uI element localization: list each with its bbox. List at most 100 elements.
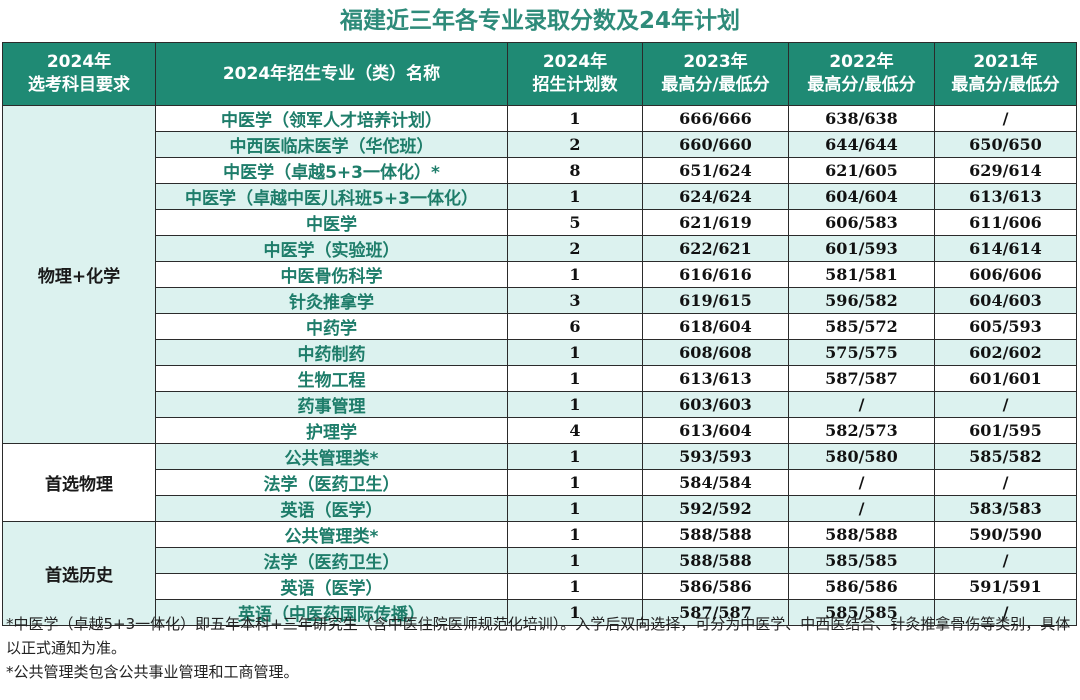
subject-group-cell: 首选物理 (2, 443, 156, 522)
plan-count-cell: 4 (507, 417, 643, 444)
score-2022-cell: 588/588 (788, 521, 935, 548)
table-row: 药事管理 1 603/603// (3, 391, 1077, 418)
score-2021-cell: 611/606 (934, 209, 1077, 236)
footnotes: *中医学（卓越5+3一体化）即五年本科+三年研究生（含中医住院医师规范化培训）。… (6, 612, 1074, 684)
score-2023-cell: 588/588 (642, 521, 789, 548)
score-2023-cell: 613/604 (642, 417, 789, 444)
plan-count-cell: 6 (507, 313, 643, 340)
score-2023-cell: 584/584 (642, 469, 789, 496)
footnote: *中医学（卓越5+3一体化）即五年本科+三年研究生（含中医住院医师规范化培训）。… (6, 615, 1071, 657)
major-name-cell: 中医骨伤科学 (155, 261, 508, 288)
score-2022-cell: 585/585 (788, 547, 935, 574)
header-score-2022: 2022年 最高分/最低分 (788, 42, 935, 106)
score-2023-cell: 588/588 (642, 547, 789, 574)
score-2022-cell: 644/644 (788, 131, 935, 158)
header-subject-requirement: 2024年 选考科目要求 (2, 42, 156, 106)
plan-count-cell: 1 (507, 105, 643, 132)
major-name-cell: 中医学 (155, 209, 508, 236)
score-2022-cell: 606/583 (788, 209, 935, 236)
major-name-cell: 法学（医药卫生） (155, 469, 508, 496)
table-row: 法学（医药卫生） 1 584/584// (3, 469, 1077, 496)
score-2023-cell: 608/608 (642, 339, 789, 366)
plan-count-cell: 1 (507, 521, 643, 548)
header-score-2021: 2021年 最高分/最低分 (934, 42, 1077, 106)
plan-count-cell: 1 (507, 183, 643, 210)
table-row: 首选物理 公共管理类* 1 593/593 580/580 585/582 (2, 443, 1077, 522)
score-2022-cell: 586/586 (788, 573, 935, 600)
major-name-cell: 针灸推拿学 (155, 287, 508, 314)
plan-count-cell: 1 (507, 573, 643, 600)
score-2022-cell: / (788, 495, 935, 522)
plan-count-cell: 1 (507, 391, 643, 418)
table-row: 中医骨伤科学 1 616/616 581/581 606/606 (3, 261, 1077, 288)
major-name-cell: 护理学 (155, 417, 508, 444)
plan-count-cell: 1 (507, 339, 643, 366)
major-name-cell: 中药制药 (155, 339, 508, 366)
score-2023-cell: 593/593 (642, 443, 789, 470)
major-name-cell: 公共管理类* (155, 443, 508, 470)
score-2022-cell: 585/585 (788, 599, 935, 626)
score-2023-cell: 651/624 (642, 157, 789, 184)
score-2021-cell: / (934, 547, 1077, 574)
score-2023-cell: 603/603 (642, 391, 789, 418)
score-2021-cell: 583/583 (934, 495, 1077, 522)
score-2023-cell: 622/621 (642, 235, 789, 262)
plan-count-cell: 1 (507, 365, 643, 392)
major-name-cell: 公共管理类* (155, 521, 508, 548)
table-header-row: 2024年 选考科目要求 2024年招生专业（类）名称 2024年 招生计划数 20… (2, 42, 1077, 106)
table-row: 中药制药 1 608/608 575/575 602/602 (3, 339, 1077, 366)
table-row: 法学（医药卫生） 1 588/588 585/585/ (3, 547, 1077, 574)
major-name-cell: 中医学（卓越中医儿科班5+3一体化） (155, 183, 508, 210)
score-2023-cell: 613/613 (642, 365, 789, 392)
table-row: 中医学（卓越5+3一体化）* 8 651/624 621/605 629/614 (3, 157, 1077, 184)
major-name-cell: 法学（医药卫生） (155, 547, 508, 574)
score-2022-cell: 638/638 (788, 105, 935, 132)
score-2023-cell: 619/615 (642, 287, 789, 314)
score-2022-cell: 581/581 (788, 261, 935, 288)
score-2021-cell: 591/591 (934, 573, 1077, 600)
page-title: 福建近三年各专业录取分数及24年计划 (339, 8, 740, 34)
score-2023-cell: 616/616 (642, 261, 789, 288)
major-name-cell: 英语（中医药国际传播） (155, 599, 508, 626)
score-2021-cell: / (934, 599, 1077, 626)
score-2021-cell: / (934, 105, 1077, 132)
table-body: 物理+化学 中医学（领军人才培养计划） 1 666/666 638/638/中西医临床医… (2, 105, 1077, 626)
subject-group-cell: 首选历史 (2, 521, 156, 626)
footnote: *公共管理类包含公共事业管理和工商管理。 (6, 663, 299, 681)
score-2022-cell: 582/573 (788, 417, 935, 444)
major-name-cell: 中西医临床医学（华佗班） (155, 131, 508, 158)
score-2023-cell: 618/604 (642, 313, 789, 340)
score-2022-cell: 587/587 (788, 365, 935, 392)
score-2021-cell: 590/590 (934, 521, 1077, 548)
score-2021-cell: 629/614 (934, 157, 1077, 184)
plan-count-cell: 2 (507, 235, 643, 262)
major-name-cell: 英语（医学） (155, 573, 508, 600)
major-name-cell: 中医学（卓越5+3一体化）* (155, 157, 508, 184)
major-name-cell: 药事管理 (155, 391, 508, 418)
score-2021-cell: / (934, 391, 1077, 418)
table-row: 英语（医学） 1 586/586 586/586 591/591 (3, 573, 1077, 600)
score-2021-cell: 605/593 (934, 313, 1077, 340)
subject-group-cell: 物理+化学 (2, 105, 156, 444)
score-2022-cell: 575/575 (788, 339, 935, 366)
score-2021-cell: 602/602 (934, 339, 1077, 366)
score-2021-cell: 606/606 (934, 261, 1077, 288)
header-score-2023: 2023年 最高分/最低分 (642, 42, 789, 106)
score-2023-cell: 660/660 (642, 131, 789, 158)
score-2021-cell: 604/603 (934, 287, 1077, 314)
score-2023-cell: 586/586 (642, 573, 789, 600)
table-row: 针灸推拿学 3 619/615 596/582 604/603 (3, 287, 1077, 314)
score-2021-cell: 601/601 (934, 365, 1077, 392)
score-2022-cell: 621/605 (788, 157, 935, 184)
score-2023-cell: 621/619 (642, 209, 789, 236)
score-2021-cell: 585/582 (934, 443, 1077, 470)
score-2022-cell: 585/572 (788, 313, 935, 340)
table-row: 物理+化学 中医学（领军人才培养计划） 1 666/666 638/638/ (2, 105, 1077, 444)
score-2022-cell: 580/580 (788, 443, 935, 470)
table-row: 中药学 6 618/604 585/572 605/593 (3, 313, 1077, 340)
major-name-cell: 中医学（领军人才培养计划） (155, 105, 508, 132)
score-2022-cell: 596/582 (788, 287, 935, 314)
plan-count-cell: 1 (507, 547, 643, 574)
plan-count-cell: 1 (507, 443, 643, 470)
score-2021-cell: / (934, 469, 1077, 496)
